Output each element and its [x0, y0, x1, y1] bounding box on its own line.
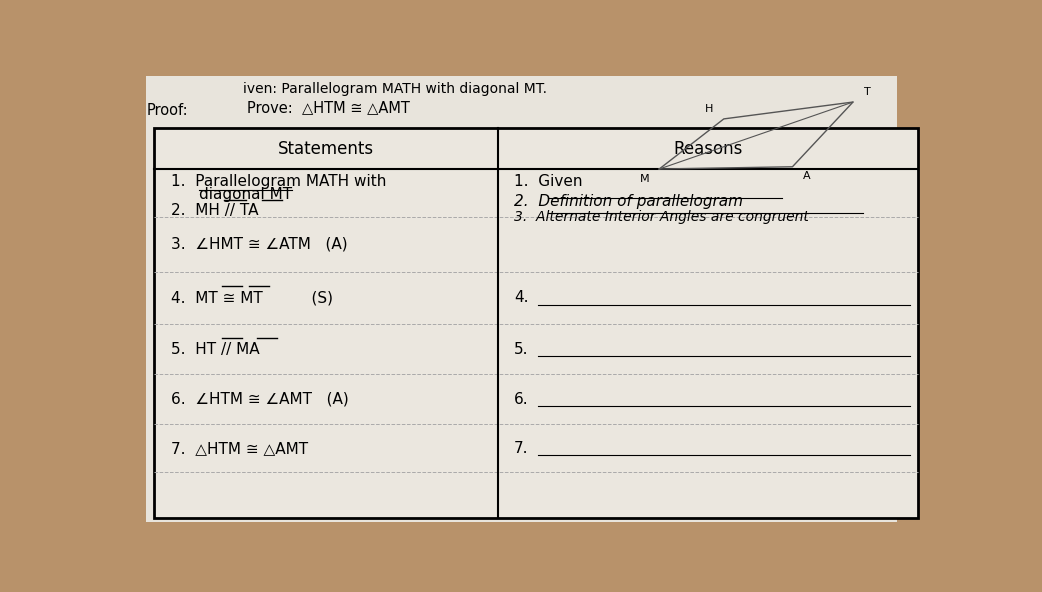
Text: Statements: Statements	[278, 140, 374, 157]
Text: 2.  Definition of parallelogram: 2. Definition of parallelogram	[514, 194, 743, 209]
Text: 7.: 7.	[514, 441, 528, 456]
Text: 1.  Given: 1. Given	[514, 173, 582, 189]
Text: Reasons: Reasons	[673, 140, 742, 157]
Text: 6.: 6.	[514, 392, 528, 407]
Text: M: M	[640, 173, 649, 184]
Text: T: T	[864, 88, 871, 98]
Text: 3.  ∠HMT ≅ ∠ATM   (A): 3. ∠HMT ≅ ∠ATM (A)	[171, 237, 347, 252]
Text: diagonal MT: diagonal MT	[199, 187, 292, 202]
Text: 6.  ∠HTM ≅ ∠AMT   (A): 6. ∠HTM ≅ ∠AMT (A)	[171, 392, 348, 407]
Text: 2.  MH // TA: 2. MH // TA	[171, 203, 258, 218]
Text: 4.  MT ≅ MT          (S): 4. MT ≅ MT (S)	[171, 290, 332, 305]
Text: A: A	[803, 171, 811, 181]
Text: 3.  Alternate Interior Angles are congruent: 3. Alternate Interior Angles are congrue…	[514, 210, 809, 224]
Bar	[154, 128, 918, 518]
Text: Prove:  △HTM ≅ △AMT: Prove: △HTM ≅ △AMT	[247, 101, 411, 115]
FancyBboxPatch shape	[146, 76, 897, 522]
Text: iven: Parallelogram MATH with diagonal MT.: iven: Parallelogram MATH with diagonal M…	[244, 82, 547, 96]
Text: 1.  Parallelogram MATH with: 1. Parallelogram MATH with	[171, 173, 386, 189]
Text: 4.: 4.	[514, 290, 528, 305]
Text: 5.  HT // MA: 5. HT // MA	[171, 342, 259, 356]
Text: Proof:: Proof:	[146, 103, 188, 118]
Text: 5.: 5.	[514, 342, 528, 356]
Text: 7.  △HTM ≅ △AMT: 7. △HTM ≅ △AMT	[171, 441, 307, 456]
Text: H: H	[705, 104, 714, 114]
